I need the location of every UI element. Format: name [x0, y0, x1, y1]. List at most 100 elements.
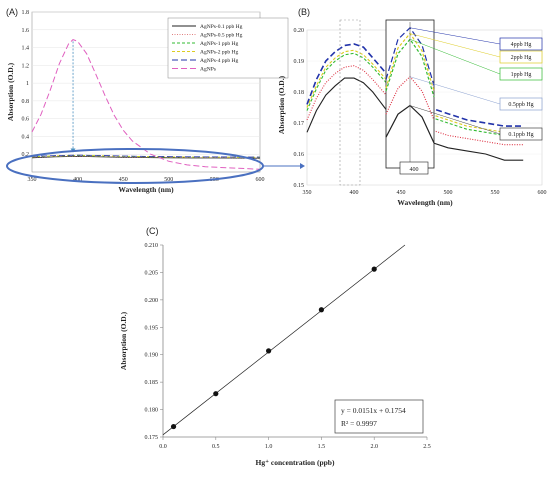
panel-b-label: (B) [298, 7, 310, 17]
panel-a-y-tick-label: 0.6 [22, 117, 30, 123]
panel-b-callout-line [409, 33, 501, 58]
panel-c-y-tick-label: 0.175 [145, 435, 159, 441]
panel-b-series-line [306, 43, 524, 127]
panel-c-data-point [170, 423, 177, 430]
panel-c-y-ticks: 0.175 0.180 0.185 0.190 0.195 0.200 0.205 0.210 [145, 243, 163, 441]
panel-a-y-tick-label: 0.8 [22, 99, 30, 105]
panel-b-y-axis-label: Absorption (O.D.) [277, 75, 286, 134]
panel-b-inset-series-line [385, 38, 435, 98]
panel-a-legend: AgNPs-0.1 ppb Hg AgNPs-0.5 ppb Hg AgNPs-1 … [167, 17, 289, 79]
panel-b-series-label-box [499, 67, 543, 81]
panel-c-x-tick-label: 1.0 [265, 444, 273, 450]
panel-c-equation-text: y = 0.0151x + 0.1754 [341, 406, 406, 415]
panel-c-data-point [266, 348, 272, 354]
panel-a-y-tick-label: 1.6 [22, 28, 30, 34]
panel-a-legend-label: AgNPs-0.5 ppb Hg [200, 33, 243, 39]
panel-c-y-tick-label: 0.200 [145, 298, 159, 304]
panel-a-y-tick-label: 1.2 [22, 63, 30, 69]
panel-b-y-tick-label: 0.20 [294, 28, 305, 34]
panel-a-legend-label: AgNPs-4 ppb Hg [200, 58, 238, 64]
panel-c-x-tick-label: 0.0 [159, 444, 167, 450]
panel-c-y-tick-label: 0.190 [145, 353, 159, 359]
panel-b-x-tick-label: 400 [350, 190, 359, 196]
panel-c-x-tick-label: 1.5 [318, 444, 326, 450]
panel-c-equation-box: y = 0.0151x + 0.1754 R² = 0.9997 [334, 399, 424, 434]
panel-b-y-tick-label: 0.15 [294, 183, 305, 189]
panel-c-data-points [170, 266, 377, 430]
panel-b-x-tick-label: 550 [491, 190, 500, 196]
panel-b-x-tick-label: 450 [397, 190, 406, 196]
panel-a-legend-label: AgNPs-2 ppb Hg [200, 50, 238, 56]
panel-a: (A) 0.2 0.4 0.6 0.8 1 1.2 1.4 1.6 1.8 350 400 450 5… [6, 7, 289, 194]
panel-b-series-label: 1ppb Hg [511, 72, 532, 78]
panel-b-inset-tick-label: 400 [410, 167, 419, 173]
panel-a-y-tick-label: 1.4 [22, 46, 30, 52]
connector-arrowhead-icon [300, 163, 305, 169]
panel-b-series-label: 2ppb Hg [511, 55, 532, 61]
panel-a-x-tick-label: 450 [119, 177, 128, 183]
panel-b-x-ticks: 350 400 450 500 550 600 [303, 190, 547, 196]
panel-b-y-tick-label: 0.16 [294, 152, 305, 158]
panel-a-series-line [31, 39, 261, 170]
panel-b-series-label: 0.1ppb Hg [508, 132, 533, 138]
panel-b-y-tick-label: 0.19 [294, 59, 305, 65]
panel-c-y-axis-label: Absorption (O.D.) [119, 311, 128, 370]
panel-b-y-ticks: 0.15 0.16 0.17 0.18 0.19 0.20 [294, 28, 305, 189]
panel-c-x-axis-label: Hg⁺ concentration (ppb) [256, 458, 335, 467]
panel-b-series-label: 4ppb Hg [511, 42, 532, 48]
panel-c-r2-text: R² = 0.9997 [341, 419, 377, 428]
panel-a-legend-label: AgNPs-1 ppb Hg [200, 41, 238, 47]
panel-c-y-tick-label: 0.185 [145, 380, 159, 386]
panel-c-y-tick-label: 0.195 [145, 325, 159, 331]
panel-b-series-line [306, 49, 524, 133]
panel-c-fit-line [162, 244, 406, 436]
panel-a-legend-items: AgNPs-0.1 ppb Hg AgNPs-0.5 ppb Hg AgNPs-1 … [172, 24, 243, 73]
panel-a-x-tick-label: 600 [256, 177, 265, 183]
panel-b-y-tick-label: 0.17 [294, 121, 305, 127]
panel-c: (C) 0.1750.1800.1850.1900.1950.2000.2050… [119, 226, 431, 467]
panel-c-data-point [213, 391, 219, 397]
panel-b-series-label-box [499, 37, 543, 51]
panel-b-series [306, 43, 524, 161]
panel-a-y-axis-label: Absorption (O.D.) [6, 62, 15, 121]
panel-b-series-labels: 4ppb Hg 2ppb Hg 1ppb Hg 0.5ppb Hg 0.1ppb Hg [409, 27, 543, 141]
panel-c-x-tick-label: 0.5 [212, 444, 220, 450]
panel-b-series-label-box [499, 50, 543, 64]
panel-b-x-tick-label: 600 [538, 190, 547, 196]
panel-c-x-ticks: 0.0 0.5 1.0 1.5 2.0 2.5 [159, 437, 431, 450]
panel-b-inset: 400 [385, 19, 435, 175]
panel-c-x-tick-label: 2.5 [423, 444, 431, 450]
panel-b-series-line [306, 65, 524, 146]
panel-a-label: (A) [6, 7, 18, 17]
panel-a-series-line [31, 154, 261, 158]
panel-b-callout-line [409, 39, 501, 75]
panel-a-series [31, 39, 261, 170]
panel-c-y-tick-label: 0.180 [145, 408, 159, 414]
panel-b-series-line [306, 52, 524, 136]
panel-b-series-label-box [499, 127, 543, 141]
panel-b-inset-tick-box [399, 161, 429, 175]
panel-a-x-tick-label: 400 [73, 177, 82, 183]
panel-a-y-tick-label: 1.8 [22, 10, 30, 16]
panel-b-peak-selection-box [339, 19, 361, 186]
panel-b-series-label: 0.5ppb Hg [508, 102, 533, 108]
panel-b-inset-series [385, 22, 435, 162]
panel-a-y-tick-label: 0.4 [22, 134, 30, 140]
panel-a-x-axis-label: Wavelength (nm) [118, 185, 174, 194]
panel-c-data-point [371, 266, 377, 272]
panel-c-x-tick-label: 2.0 [370, 444, 378, 450]
panel-b-series-line [306, 77, 524, 161]
panel-a-legend-label: AgNPs-0.1 ppb Hg [200, 24, 243, 30]
panel-a-y-ticks: 0.2 0.4 0.6 0.8 1 1.2 1.4 1.6 1.8 [22, 10, 30, 158]
panel-a-down-arrow [70, 41, 76, 153]
panel-a-y-tick-label: 0.2 [22, 152, 30, 158]
panel-connector-arrow [263, 163, 305, 169]
panel-c-equation-frame [334, 399, 424, 434]
panel-b-callout-line [409, 76, 501, 105]
panel-b-callout-line [409, 105, 501, 135]
panel-a-x-tick-label: 500 [164, 177, 173, 183]
panel-c-y-tick-label: 0.205 [145, 270, 159, 276]
panel-a-legend-label: AgNPs [200, 67, 216, 73]
panel-b-series-label-box [499, 97, 543, 111]
